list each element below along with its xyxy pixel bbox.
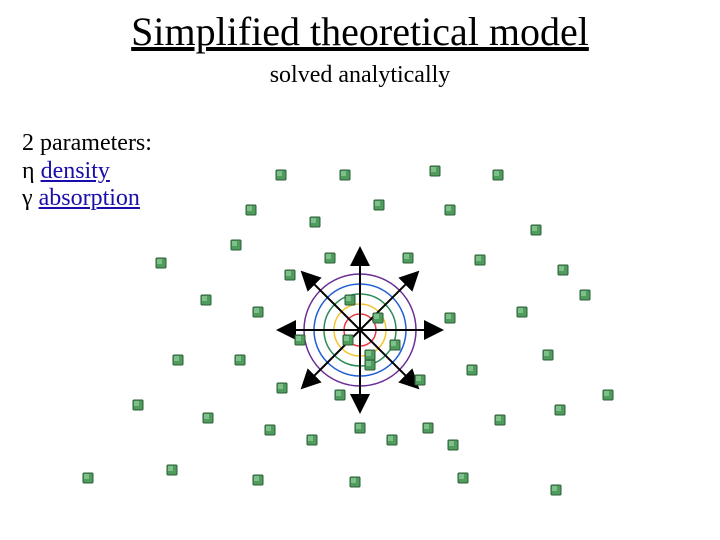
particle-dot — [448, 440, 458, 450]
particle-dot — [374, 200, 384, 210]
particle-dot — [156, 258, 166, 268]
particle-dot — [173, 355, 183, 365]
particle-dot — [493, 170, 503, 180]
particle-dot — [307, 435, 317, 445]
particle-dot — [467, 365, 477, 375]
particle-dot — [517, 307, 527, 317]
particle-dot — [430, 166, 440, 176]
particle-dot — [415, 375, 425, 385]
particle-dot — [387, 435, 397, 445]
particle-dot — [603, 390, 613, 400]
particle-dot — [365, 350, 375, 360]
particle-dot — [285, 270, 295, 280]
particle-dot — [475, 255, 485, 265]
particle-dot — [246, 205, 256, 215]
particle-dot — [83, 473, 93, 483]
particle-dot — [343, 335, 353, 345]
particle-dot — [203, 413, 213, 423]
particle-dot — [558, 265, 568, 275]
particle-dot — [350, 477, 360, 487]
particle-dot — [531, 225, 541, 235]
particle-dot — [458, 473, 468, 483]
particle-dot — [445, 205, 455, 215]
diagram-svg — [0, 0, 720, 540]
particle-dot — [231, 240, 241, 250]
particle-dot — [335, 390, 345, 400]
particle-dot — [390, 340, 400, 350]
particle-dot — [201, 295, 211, 305]
particle-dot — [580, 290, 590, 300]
particle-dot — [345, 295, 355, 305]
particle-dot — [355, 423, 365, 433]
particle-dot — [253, 307, 263, 317]
particle-dot — [276, 170, 286, 180]
particle-dot — [495, 415, 505, 425]
particle-dot — [551, 485, 561, 495]
particle-dot — [235, 355, 245, 365]
particle-dot — [340, 170, 350, 180]
particle-dot — [403, 253, 413, 263]
particle-dot — [365, 360, 375, 370]
particle-dot — [253, 475, 263, 485]
particle-dot — [445, 313, 455, 323]
particle-dot — [325, 253, 335, 263]
particle-dot — [167, 465, 177, 475]
particle-dot — [265, 425, 275, 435]
particle-dot — [555, 405, 565, 415]
particle-dot — [310, 217, 320, 227]
particle-dot — [133, 400, 143, 410]
particle-dot — [423, 423, 433, 433]
particle-dot — [277, 383, 287, 393]
particle-dot — [295, 335, 305, 345]
particle-dot — [543, 350, 553, 360]
particle-dot — [373, 313, 383, 323]
